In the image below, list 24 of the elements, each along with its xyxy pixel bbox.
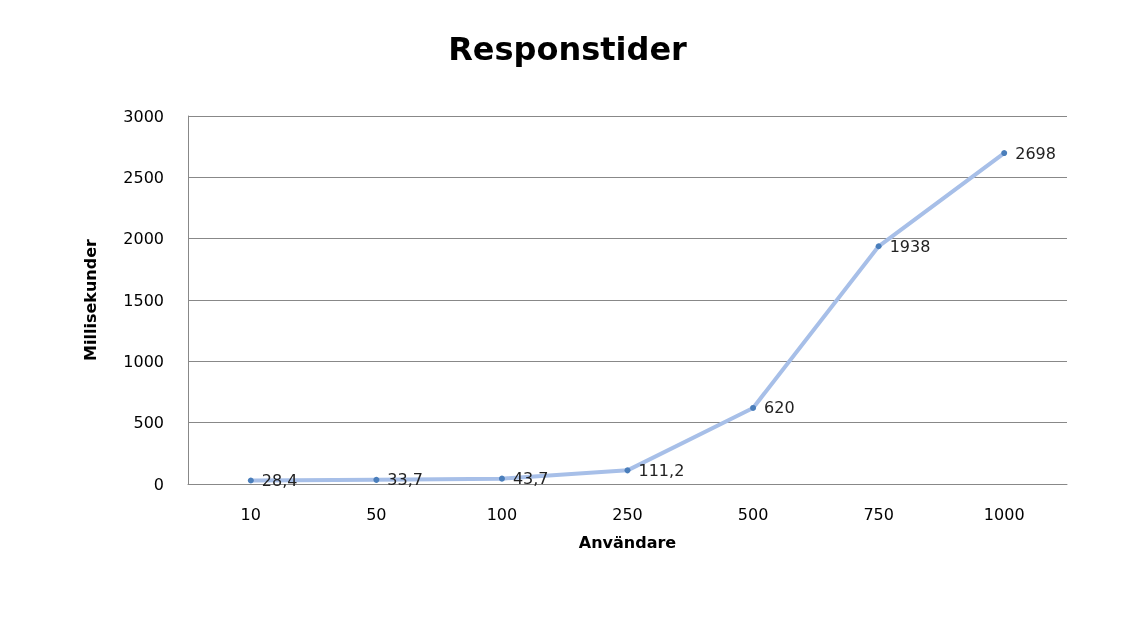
x-tick-label: 500 [737, 504, 769, 524]
y-axis-title: Millisekunder [80, 238, 100, 361]
data-label: 28,4 [261, 471, 298, 491]
y-tick-label: 2000 [123, 229, 164, 249]
data-label: 43,7 [512, 469, 549, 489]
y-tick-label: 2500 [123, 167, 164, 187]
data-label: 33,7 [387, 470, 423, 490]
data-label: 1938 [889, 236, 931, 256]
x-tick-label: 750 [863, 504, 894, 524]
data-label: 620 [764, 398, 795, 418]
chart-title: Responstider [448, 30, 688, 68]
y-tick-label: 1500 [123, 290, 164, 310]
x-tick-label: 10 [240, 504, 261, 524]
data-label: 111,2 [638, 460, 685, 480]
x-tick-label: 250 [612, 504, 643, 524]
data-label: 2698 [1015, 143, 1056, 163]
x-tick-label: 50 [366, 504, 387, 524]
x-tick-label: 100 [486, 504, 518, 524]
x-tick-label: 1000 [983, 504, 1025, 524]
y-tick-label: 0 [153, 474, 164, 494]
y-tick-label: 500 [133, 413, 164, 433]
y-tick-label: 3000 [123, 106, 164, 126]
y-tick-label: 1000 [123, 351, 164, 371]
x-axis-title: Användare [578, 532, 677, 552]
